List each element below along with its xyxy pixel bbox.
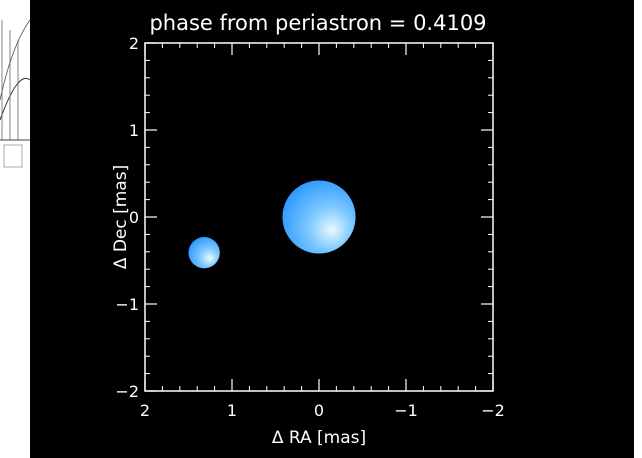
secondary-star (188, 237, 220, 269)
y-tick-label: 2 (129, 34, 139, 53)
y-tick-label: −2 (115, 382, 139, 401)
y-tick-label: −1 (115, 295, 139, 314)
stars (188, 180, 356, 269)
primary-star (282, 180, 356, 254)
y-tick-label: 1 (129, 121, 139, 140)
y-axis-label: Δ Dec [mas] (111, 165, 131, 269)
cropped-figure-fragment (0, 19, 30, 168)
x-tick-label: 2 (140, 401, 150, 420)
cropped-figure-strip (0, 0, 30, 458)
axis-ticks (144, 42, 494, 392)
orbit-plot: phase from periastron = 0.4109 2 1 0 −1 −221… (111, 11, 505, 448)
y-tick-label: 0 (129, 208, 139, 227)
x-tick-label: −2 (481, 401, 505, 420)
x-tick-label: 1 (227, 401, 237, 420)
x-axis-label: Δ RA [mas] (272, 428, 366, 448)
plot-panel: phase from periastron = 0.4109 2 1 0 −1 −2 2 1… (30, 0, 634, 458)
chart-title: phase from periastron = 0.4109 (149, 11, 486, 35)
x-tick-label: 0 (314, 401, 324, 420)
x-tick-label: −1 (394, 401, 418, 420)
